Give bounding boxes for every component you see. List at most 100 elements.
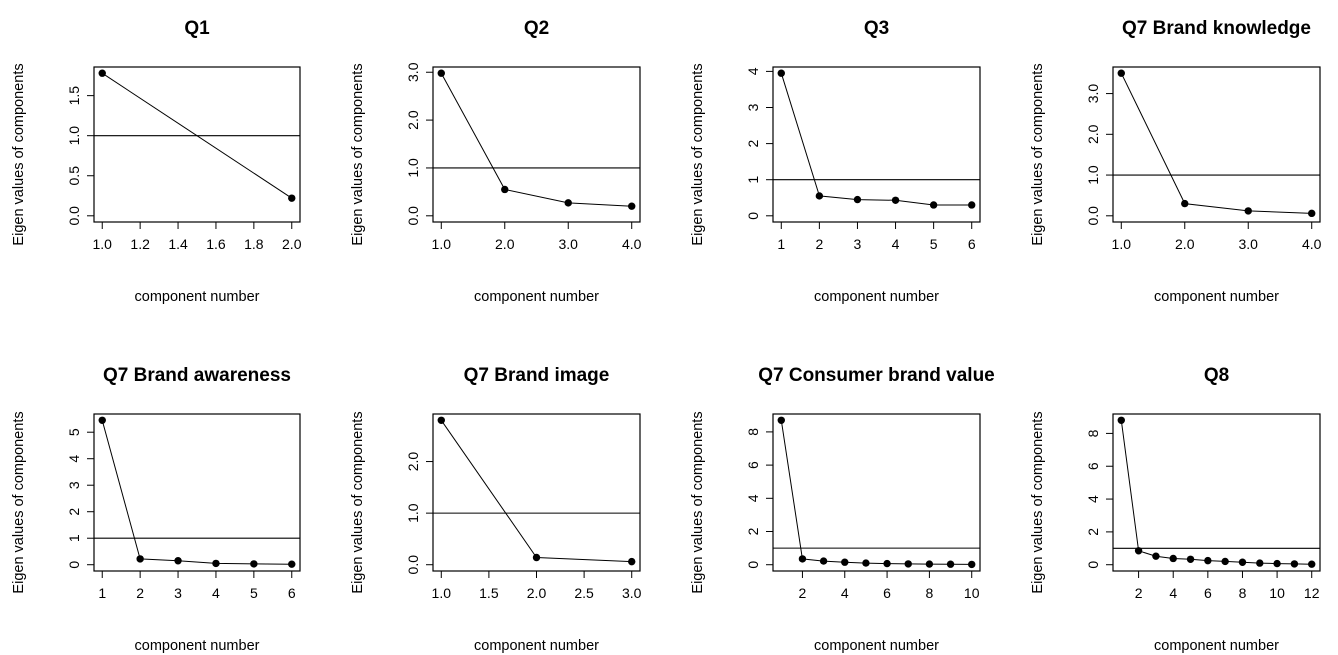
x-tick-label: 1.8 xyxy=(244,236,264,252)
x-axis-label: component number xyxy=(474,638,599,654)
panel-5: Q7 Brand awareness 1 2 3 4 5 6 0 1 2 3 4 5 component … xyxy=(11,365,301,654)
x-tick-label: 4 xyxy=(892,236,900,252)
y-tick-label: 1.0 xyxy=(66,126,82,146)
data-point xyxy=(1204,556,1212,565)
data-point xyxy=(968,201,976,209)
y-axis-label: Eigen values of components xyxy=(11,63,27,245)
x-tick-label: 1 xyxy=(98,585,106,601)
x-axis-label: component number xyxy=(135,638,260,654)
x-tick-label: 8 xyxy=(1239,585,1247,601)
x-axis-label: component number xyxy=(1154,638,1279,654)
plot-frame xyxy=(93,66,301,223)
data-point xyxy=(925,560,934,568)
data-point xyxy=(98,69,106,77)
x-tick-label: 3.0 xyxy=(622,585,642,601)
y-tick-label: 1.0 xyxy=(405,158,421,178)
plot-frame xyxy=(1112,66,1321,223)
panel-2: Q2 1.0 2.0 3.0 4.0 0.0 1.0 2.0 3.0 component numb… xyxy=(350,18,642,305)
x-tick-label: 2.0 xyxy=(282,236,302,252)
y-tick-label: 3 xyxy=(745,103,761,111)
y-tick-label: 2 xyxy=(66,508,82,516)
panel-6: Q7 Brand image 1.0 1.5 2.0 2.5 3.0 0.0 1.0 2.0 co… xyxy=(350,365,642,654)
y-tick-label: 0 xyxy=(745,561,761,569)
data-point xyxy=(777,416,785,424)
data-point xyxy=(968,560,976,569)
series-line xyxy=(440,72,632,207)
y-axis-label: Eigen values of components xyxy=(350,63,366,245)
x-tick-label: 2 xyxy=(1135,585,1143,601)
series-line xyxy=(1120,420,1312,565)
y-tick-label: 3.0 xyxy=(1085,84,1101,104)
series-line xyxy=(780,73,972,206)
y-axis-label: Eigen values of components xyxy=(690,411,706,593)
data-point xyxy=(212,559,220,568)
x-tick-label: 1.0 xyxy=(432,585,452,601)
data-point xyxy=(819,557,828,565)
y-tick-label: 0.0 xyxy=(405,206,421,226)
plot-frame xyxy=(772,413,981,572)
x-tick-label: 1.0 xyxy=(93,236,113,252)
data-point xyxy=(501,185,509,194)
data-point xyxy=(1181,199,1189,208)
x-axis-label: component number xyxy=(814,638,939,654)
x-tick-label: 10 xyxy=(964,585,980,601)
x-tick-label: 8 xyxy=(926,585,934,601)
y-tick-label: 8 xyxy=(745,428,761,436)
y-tick-label: 0 xyxy=(745,212,761,220)
x-tick-label: 2.5 xyxy=(574,585,594,601)
series-line xyxy=(440,420,632,563)
data-point xyxy=(1117,69,1125,77)
x-axis-label: component number xyxy=(474,289,599,305)
panel-title: Q3 xyxy=(864,18,889,39)
data-point xyxy=(815,192,824,200)
data-point xyxy=(628,202,636,210)
series-line xyxy=(101,420,292,565)
y-tick-label: 0 xyxy=(1085,561,1101,569)
data-point xyxy=(853,195,862,204)
x-tick-label: 5 xyxy=(930,236,938,252)
data-point xyxy=(1134,547,1143,555)
y-tick-label: 1 xyxy=(745,176,761,184)
plot-frame xyxy=(772,66,981,223)
x-tick-label: 1.4 xyxy=(168,236,188,252)
data-point xyxy=(288,560,296,568)
panel-4: Q7 Brand knowledge 1.0 2.0 3.0 4.0 0.0 1.0 2.0 3… xyxy=(1030,18,1322,305)
series-line xyxy=(1120,72,1312,214)
y-tick-label: 1.0 xyxy=(405,503,421,523)
x-tick-label: 1.5 xyxy=(479,585,499,601)
plot-frame xyxy=(432,66,641,223)
y-tick-label: 2.0 xyxy=(405,110,421,130)
y-tick-label: 2 xyxy=(745,139,761,147)
y-tick-label: 0.5 xyxy=(66,166,82,186)
y-tick-label: 2 xyxy=(745,527,761,535)
data-point xyxy=(1273,559,1281,568)
x-tick-label: 3 xyxy=(854,236,862,252)
y-tick-label: 2 xyxy=(1085,528,1101,536)
x-tick-label: 10 xyxy=(1269,585,1285,601)
data-point xyxy=(1152,552,1160,560)
series-line xyxy=(780,420,972,565)
x-tick-label: 3 xyxy=(174,585,182,601)
data-point xyxy=(1290,560,1299,568)
x-tick-label: 12 xyxy=(1304,585,1320,601)
y-tick-label: 8 xyxy=(1085,429,1101,437)
data-point xyxy=(1308,560,1316,568)
data-point xyxy=(532,553,541,562)
plot-frame xyxy=(432,413,641,572)
y-tick-label: 4 xyxy=(66,455,82,463)
x-tick-label: 4.0 xyxy=(1302,236,1322,252)
panel-1: Q1 1.0 1.2 1.4 1.6 1.8 2.0 0.0 0.5 1.0 1.5 componen… xyxy=(11,18,302,305)
x-tick-label: 2.0 xyxy=(495,236,515,252)
y-tick-label: 0.0 xyxy=(405,555,421,575)
series-line xyxy=(101,72,293,199)
x-tick-label: 2.0 xyxy=(527,585,547,601)
x-tick-label: 2 xyxy=(799,585,807,601)
x-tick-label: 4 xyxy=(1169,585,1177,601)
data-point xyxy=(250,560,258,568)
x-tick-label: 3.0 xyxy=(559,236,579,252)
y-tick-label: 5 xyxy=(66,428,82,436)
data-point xyxy=(883,559,891,568)
data-point xyxy=(1244,207,1252,215)
x-tick-label: 4 xyxy=(841,585,849,601)
